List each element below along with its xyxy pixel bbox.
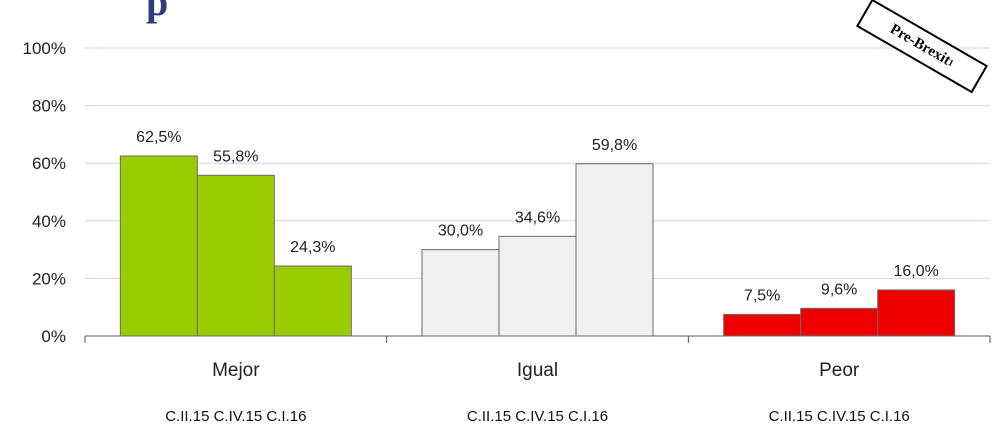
data-label: 16,0% [893, 263, 938, 280]
data-label: 7,5% [744, 287, 780, 304]
bar-peor-civ15 [800, 307, 879, 337]
data-label: 59,8% [592, 137, 637, 154]
bar-mejor-cii15 [119, 155, 198, 337]
y-tick-label: 0% [41, 327, 66, 346]
bar-igual-cii15 [421, 249, 500, 337]
series-sublabel: C.II.15 C.IV.15 C.I.16 [165, 408, 306, 425]
bar-igual-civ15 [498, 235, 577, 337]
bar-mejor-ci16 [273, 265, 352, 337]
bar-mejor-civ15 [196, 174, 275, 337]
data-label: 55,8% [213, 148, 258, 165]
y-tick-label: 60% [32, 154, 66, 173]
y-tick-label: 40% [32, 212, 66, 231]
series-sublabel: C.II.15 C.IV.15 C.I.16 [467, 408, 608, 425]
category-label: Mejor [212, 360, 260, 381]
data-label: 9,6% [821, 281, 857, 298]
category-label: Igual [517, 360, 558, 381]
y-tick-label: 100% [23, 39, 66, 58]
y-tick-label: 80% [32, 97, 66, 116]
chart-title-fragment: p [146, 0, 169, 24]
data-label: 62,5% [136, 129, 181, 146]
bar-igual-ci16 [575, 163, 654, 337]
data-label: 34,6% [515, 209, 560, 226]
bar-peor-cii15 [723, 313, 802, 337]
data-label: 24,3% [290, 239, 335, 256]
category-label: Peor [819, 360, 860, 381]
data-label: 30,0% [438, 223, 483, 240]
bar-peor-ci16 [877, 289, 956, 337]
series-sublabel: C.II.15 C.IV.15 C.I.16 [769, 408, 910, 425]
y-tick-label: 20% [32, 269, 66, 288]
